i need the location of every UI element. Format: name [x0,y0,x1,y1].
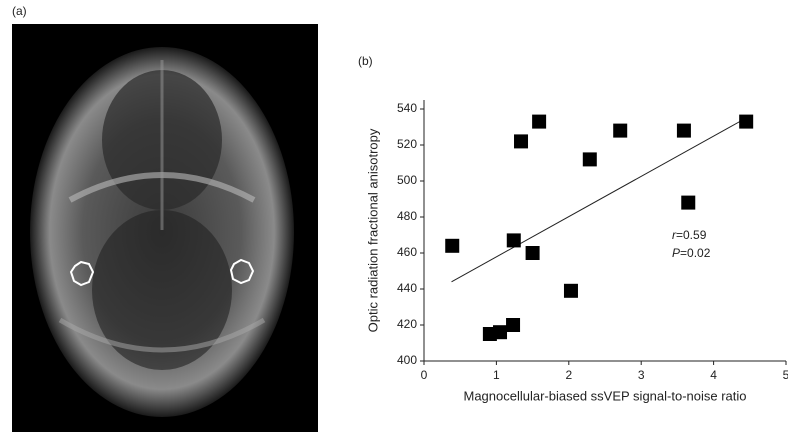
mri-image [12,24,318,432]
point [582,152,597,167]
scatter-plot: 400 420 440 460 480 500 520 540 0 1 2 3 4 5 Magnocellu… [365,100,788,403]
annotation: r=0.59 [672,228,707,242]
x-tick-label: 5 [783,368,788,382]
x-tick-label: 1 [493,368,500,382]
point [563,283,578,298]
annotation: P=0.02 [672,246,711,260]
y-tick-label: 460 [397,245,417,259]
y-axis-label: Optic radiation fractional anisotropy [365,128,380,332]
y-tick-label: 500 [397,173,417,187]
panel-label: (b) [358,54,373,68]
y-tick-label: 400 [397,353,417,367]
stat-symbol: P [672,246,680,260]
point [506,233,521,248]
y-tick-label: 440 [397,281,417,295]
point [445,238,460,253]
point [681,195,696,210]
stat-symbol: r [672,228,677,242]
x-axis-label: Magnocellular-biased ssVEP signal-to-noi… [463,388,746,403]
y-tick-label: 520 [397,137,417,151]
y-tick-label: 480 [397,209,417,223]
stat-value: =0.02 [680,246,711,260]
point [676,123,691,138]
stat-value: =0.59 [676,228,707,242]
point [532,114,547,129]
x-tick-label: 2 [565,368,572,382]
point [493,325,508,340]
x-tick-label: 4 [710,368,717,382]
point [525,246,540,260]
y-tick-label: 420 [397,317,417,331]
point [514,134,529,149]
fit-line [451,117,747,283]
x-tick-label: 0 [421,368,428,382]
y-tick-label: 540 [397,101,417,115]
panel-label: (a) [12,4,27,18]
point [506,318,521,332]
point [739,114,754,129]
point [613,123,628,138]
x-tick-label: 3 [638,368,645,382]
